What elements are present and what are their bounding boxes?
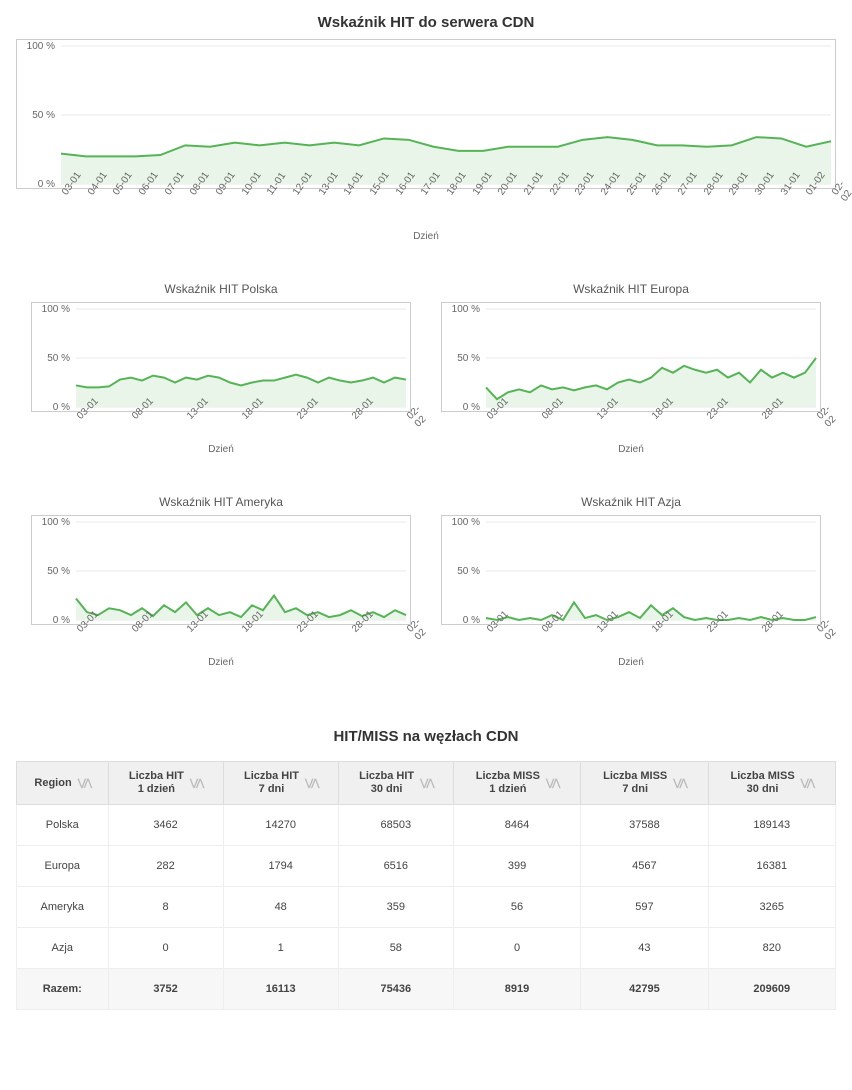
table-cell: 8464	[453, 805, 580, 846]
table-cell: 1	[223, 928, 338, 969]
svg-text:50 %: 50 %	[457, 353, 480, 364]
table-cell: 209609	[708, 969, 835, 1010]
table-header[interactable]: Liczba HIT30 dni⋁⋀	[338, 762, 453, 805]
small-chart-title-1: Wskaźnik HIT Europa	[441, 282, 821, 296]
table-total-label: Razem:	[17, 969, 109, 1010]
small-chart-xlabel-0: Dzień	[31, 444, 411, 455]
main-chart-title: Wskaźnik HIT do serwera CDN	[10, 14, 842, 31]
table-header[interactable]: Liczba HIT7 dni⋁⋀	[223, 762, 338, 805]
table-row: Polska34621427068503846437588189143	[17, 805, 836, 846]
table-row: Ameryka848359565973265	[17, 887, 836, 928]
table-cell: 189143	[708, 805, 835, 846]
table-cell: 75436	[338, 969, 453, 1010]
table-header[interactable]: Region⋁⋀	[17, 762, 109, 805]
sort-icon[interactable]: ⋁⋀	[305, 778, 317, 789]
main-chart-xlabel: Dzień	[10, 231, 842, 242]
svg-text:100 %: 100 %	[42, 304, 70, 315]
sort-icon[interactable]: ⋁⋀	[673, 778, 685, 789]
svg-text:100 %: 100 %	[42, 517, 70, 528]
sort-icon[interactable]: ⋁⋀	[801, 778, 813, 789]
table-cell: 48	[223, 887, 338, 928]
small-chart-title-0: Wskaźnik HIT Polska	[31, 282, 411, 296]
table-cell: Azja	[17, 928, 109, 969]
table-cell: 56	[453, 887, 580, 928]
small-chart-xlabel-1: Dzień	[441, 444, 821, 455]
table-cell: 8919	[453, 969, 580, 1010]
table-cell: 68503	[338, 805, 453, 846]
svg-text:50 %: 50 %	[32, 110, 55, 121]
svg-text:100 %: 100 %	[452, 304, 480, 315]
small-chart-xlabel-3: Dzień	[441, 657, 821, 668]
table-header[interactable]: Liczba MISS1 dzień⋁⋀	[453, 762, 580, 805]
table-cell: 42795	[581, 969, 708, 1010]
table-cell: 3265	[708, 887, 835, 928]
table-cell: 8	[108, 887, 223, 928]
table-row: Europa28217946516399456716381	[17, 846, 836, 887]
table-cell: 0	[453, 928, 580, 969]
svg-text:50 %: 50 %	[457, 566, 480, 577]
small-chart-0: 0 %50 %100 %	[31, 302, 411, 412]
small-chart-xlabel-2: Dzień	[31, 657, 411, 668]
table-header[interactable]: Liczba MISS30 dni⋁⋀	[708, 762, 835, 805]
table-cell: Polska	[17, 805, 109, 846]
table-cell: 43	[581, 928, 708, 969]
table-cell: Ameryka	[17, 887, 109, 928]
table-cell: 1794	[223, 846, 338, 887]
small-chart-3: 0 %50 %100 %	[441, 515, 821, 625]
svg-text:100 %: 100 %	[27, 41, 55, 52]
table-cell: 16381	[708, 846, 835, 887]
sort-icon[interactable]: ⋁⋀	[420, 778, 432, 789]
table-cell: 58	[338, 928, 453, 969]
main-chart: 0 %50 %100 %	[16, 39, 836, 189]
table-cell: 820	[708, 928, 835, 969]
small-chart-title-2: Wskaźnik HIT Ameryka	[31, 495, 411, 509]
small-chart-1: 0 %50 %100 %	[441, 302, 821, 412]
sort-icon[interactable]: ⋁⋀	[78, 778, 90, 789]
table-cell: 3462	[108, 805, 223, 846]
table-cell: 16113	[223, 969, 338, 1010]
svg-text:100 %: 100 %	[452, 517, 480, 528]
table-total-row: Razem:37521611375436891942795209609	[17, 969, 836, 1010]
table-cell: 359	[338, 887, 453, 928]
table-cell: 0	[108, 928, 223, 969]
table-cell: 282	[108, 846, 223, 887]
table-cell: 3752	[108, 969, 223, 1010]
table-title: HIT/MISS na węzłach CDN	[10, 728, 842, 745]
table-cell: Europa	[17, 846, 109, 887]
svg-text:50 %: 50 %	[47, 566, 70, 577]
table-row: Azja0158043820	[17, 928, 836, 969]
small-chart-title-3: Wskaźnik HIT Azja	[441, 495, 821, 509]
small-chart-2: 0 %50 %100 %	[31, 515, 411, 625]
svg-text:50 %: 50 %	[47, 353, 70, 364]
table-cell: 37588	[581, 805, 708, 846]
table-cell: 597	[581, 887, 708, 928]
sort-icon[interactable]: ⋁⋀	[190, 778, 202, 789]
table-cell: 399	[453, 846, 580, 887]
table-cell: 6516	[338, 846, 453, 887]
table-cell: 14270	[223, 805, 338, 846]
table-cell: 4567	[581, 846, 708, 887]
hit-miss-table: Region⋁⋀Liczba HIT1 dzień⋁⋀Liczba HIT7 d…	[16, 761, 836, 1010]
table-header[interactable]: Liczba MISS7 dni⋁⋀	[581, 762, 708, 805]
table-header[interactable]: Liczba HIT1 dzień⋁⋀	[108, 762, 223, 805]
sort-icon[interactable]: ⋁⋀	[546, 778, 558, 789]
